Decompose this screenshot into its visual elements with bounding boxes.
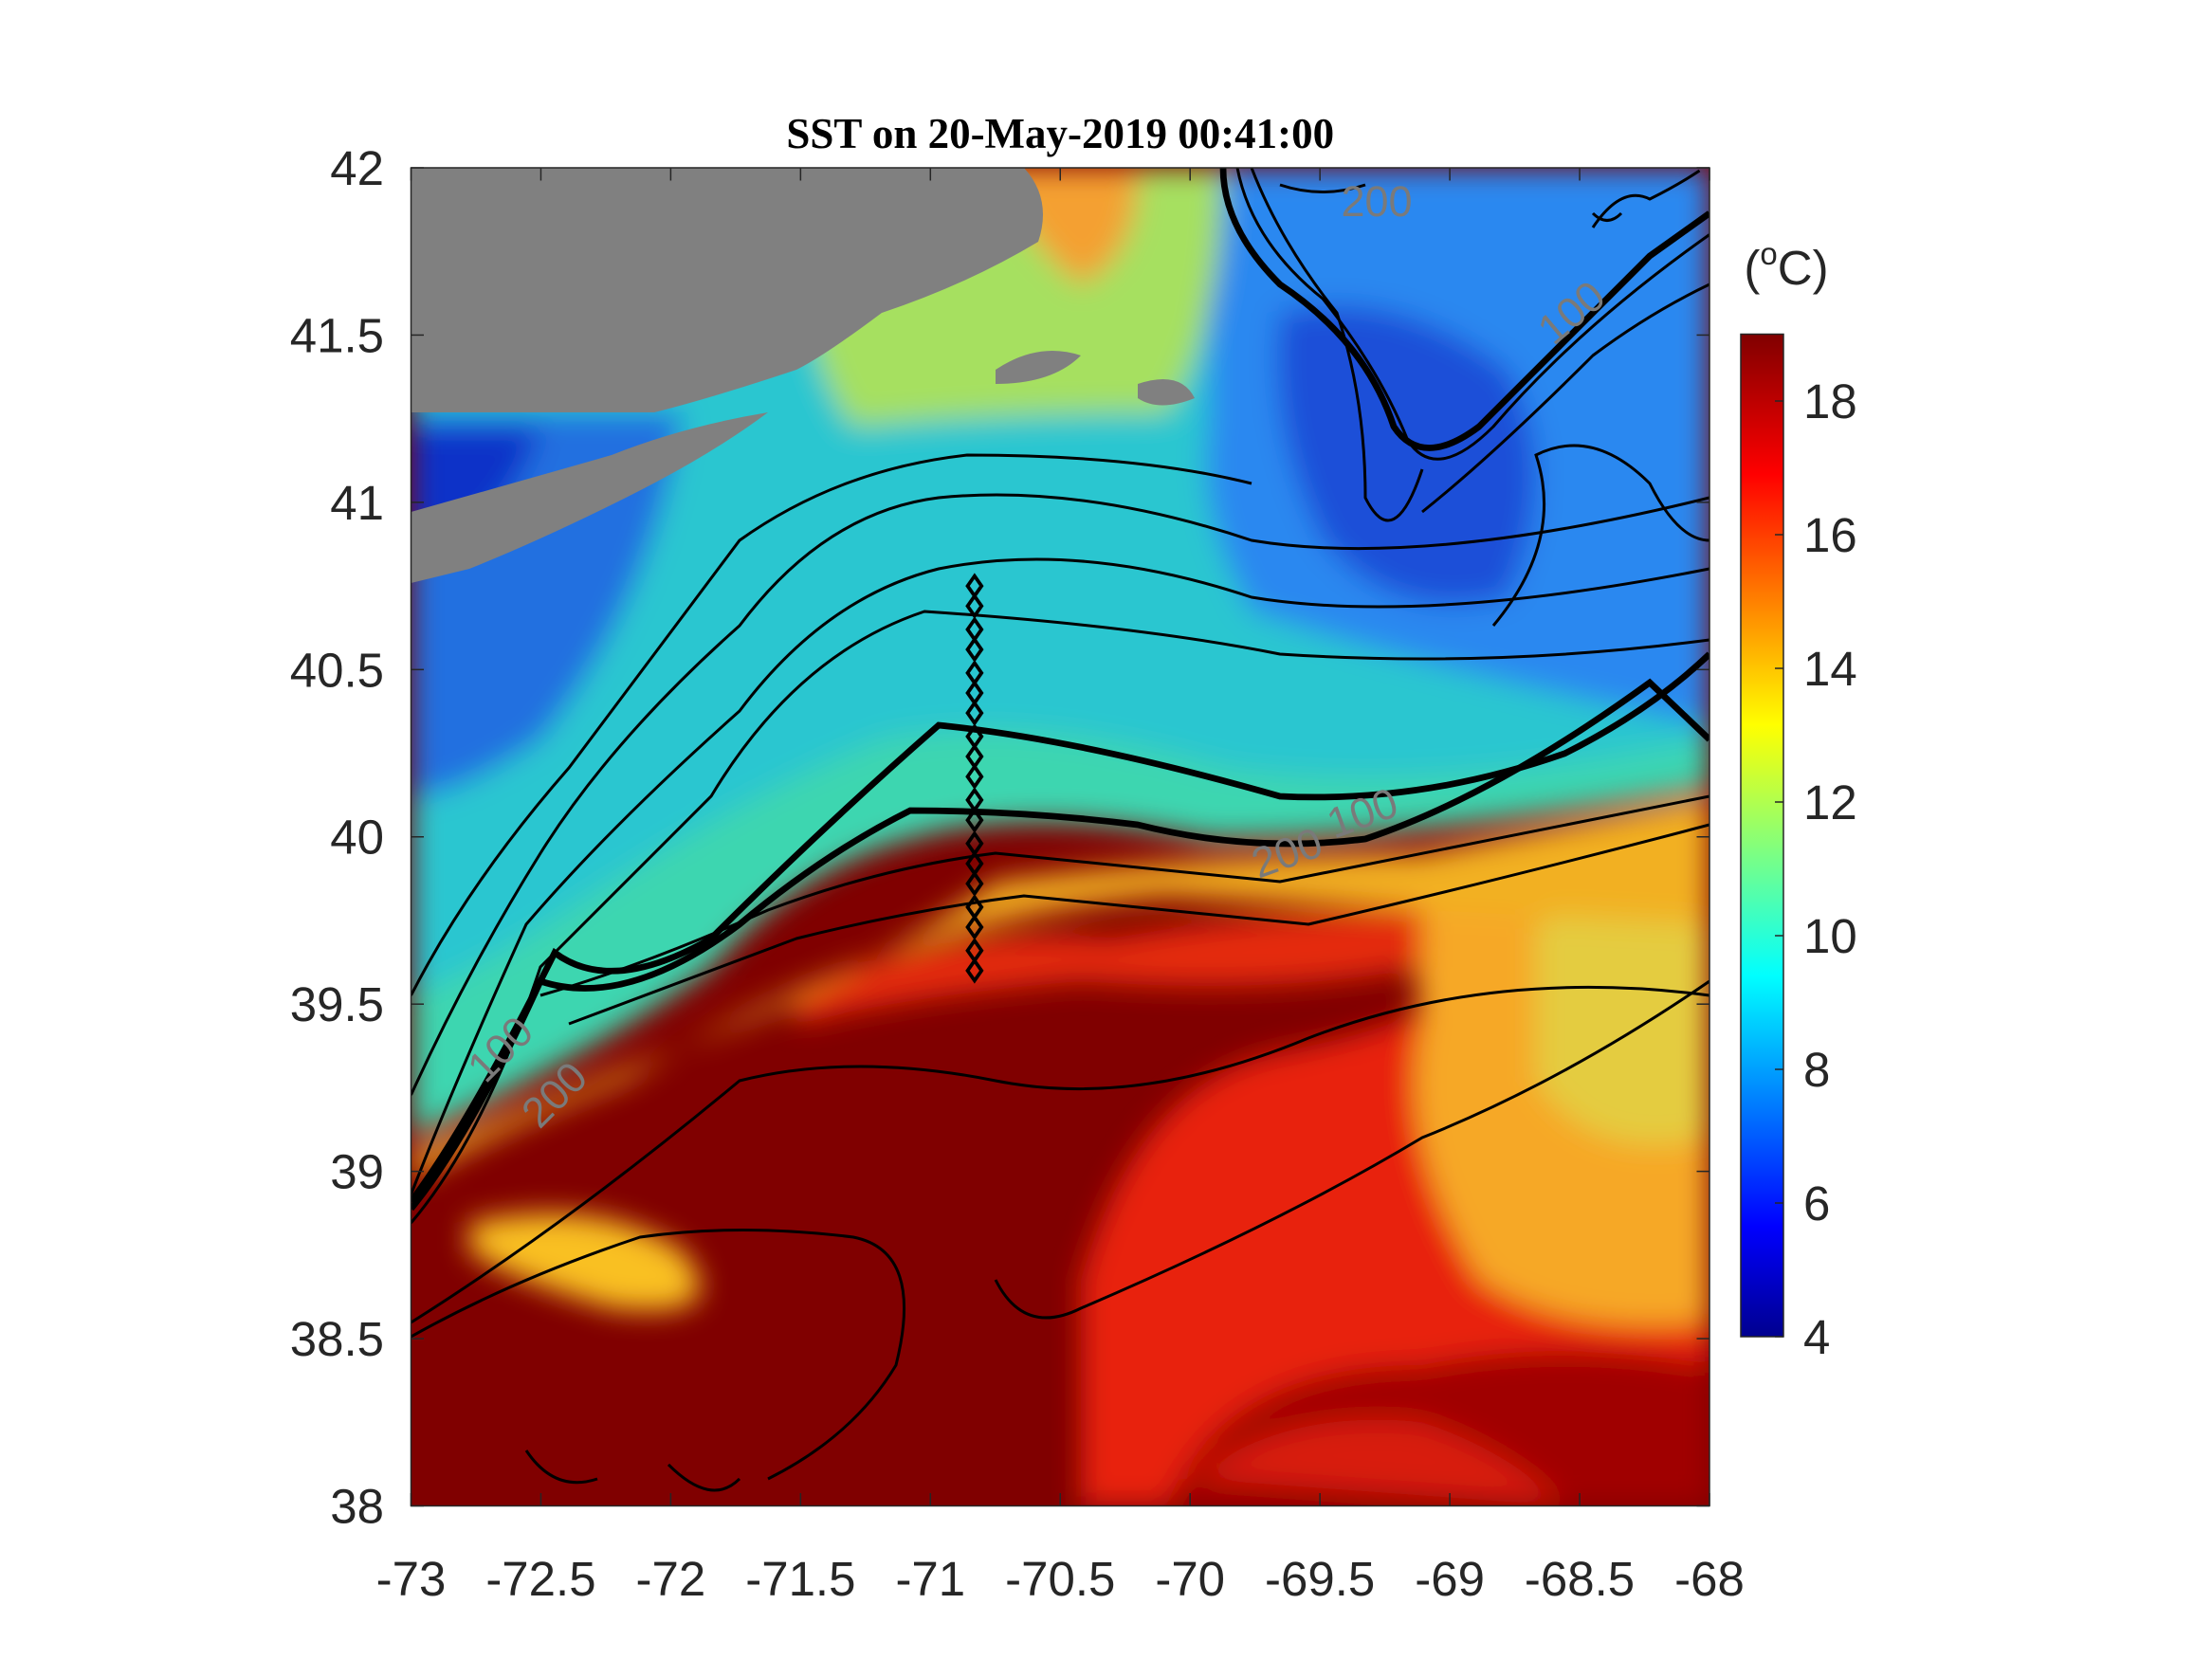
station-marker bbox=[965, 957, 984, 984]
station-marker bbox=[965, 743, 984, 770]
colorbar-tick-label: 4 bbox=[1803, 1310, 1830, 1364]
station-marker bbox=[965, 700, 984, 726]
x-tick-label: -72 bbox=[636, 1552, 706, 1606]
colorbar-tick-label: 18 bbox=[1803, 374, 1857, 428]
colorbar-tick-label: 6 bbox=[1803, 1176, 1830, 1231]
station-marker bbox=[965, 787, 984, 813]
x-tick-label: -68 bbox=[1674, 1552, 1745, 1606]
colorbar-tick-label: 8 bbox=[1803, 1043, 1830, 1097]
colorbar-label-part: o bbox=[1760, 236, 1777, 271]
y-tick-label: 41 bbox=[330, 476, 384, 530]
x-tick-label: -71.5 bbox=[745, 1552, 855, 1606]
station-marker bbox=[965, 914, 984, 940]
station-marker bbox=[965, 616, 984, 643]
station-marker bbox=[965, 680, 984, 706]
station-marker bbox=[965, 870, 984, 897]
y-tick-label: 39 bbox=[330, 1145, 384, 1199]
station-marker bbox=[965, 763, 984, 790]
station-marker bbox=[965, 937, 984, 964]
sst-field bbox=[411, 167, 1710, 1506]
colorbar-tick-label: 10 bbox=[1803, 909, 1857, 963]
colorbar-label-part: ( bbox=[1744, 241, 1760, 295]
station-marker bbox=[965, 636, 984, 663]
bathymetry-contours bbox=[411, 167, 1710, 1492]
colorbar-tick-label: 12 bbox=[1803, 775, 1857, 830]
station-marker bbox=[965, 830, 984, 857]
x-tick-label: -69.5 bbox=[1265, 1552, 1375, 1606]
station-marker bbox=[965, 850, 984, 877]
station-marker bbox=[965, 723, 984, 750]
colorbar-label-part: C) bbox=[1778, 241, 1829, 295]
y-tick-label: 38 bbox=[330, 1479, 384, 1533]
y-tick-label: 42 bbox=[330, 141, 384, 195]
station-marker bbox=[965, 807, 984, 833]
y-tick-label: 40.5 bbox=[290, 643, 384, 697]
colorbar-tick-label: 14 bbox=[1803, 642, 1857, 696]
y-tick-label: 41.5 bbox=[290, 308, 384, 362]
y-tick-label: 39.5 bbox=[290, 977, 384, 1031]
x-tick-label: -71 bbox=[895, 1552, 965, 1606]
x-tick-label: -70 bbox=[1155, 1552, 1225, 1606]
y-tick-label: 40 bbox=[330, 811, 384, 865]
x-tick-label: -70.5 bbox=[1005, 1552, 1115, 1606]
station-marker bbox=[965, 660, 984, 686]
station-marker bbox=[965, 592, 984, 620]
colorbar-label: (oC) bbox=[1744, 236, 1828, 295]
x-tick-label: -68.5 bbox=[1525, 1552, 1635, 1606]
chart-title: SST on 20-May-2019 00:41:00 bbox=[786, 110, 1334, 157]
colorbar-tick-label: 16 bbox=[1803, 508, 1857, 562]
x-tick-label: -72.5 bbox=[485, 1552, 595, 1606]
x-tick-label: -69 bbox=[1415, 1552, 1485, 1606]
contour-label: 200 bbox=[1341, 177, 1412, 226]
station-marker bbox=[965, 894, 984, 921]
colorbar bbox=[1740, 333, 1784, 1338]
station-marker bbox=[965, 573, 984, 599]
x-tick-label: -73 bbox=[376, 1552, 447, 1606]
y-tick-label: 38.5 bbox=[290, 1312, 384, 1366]
